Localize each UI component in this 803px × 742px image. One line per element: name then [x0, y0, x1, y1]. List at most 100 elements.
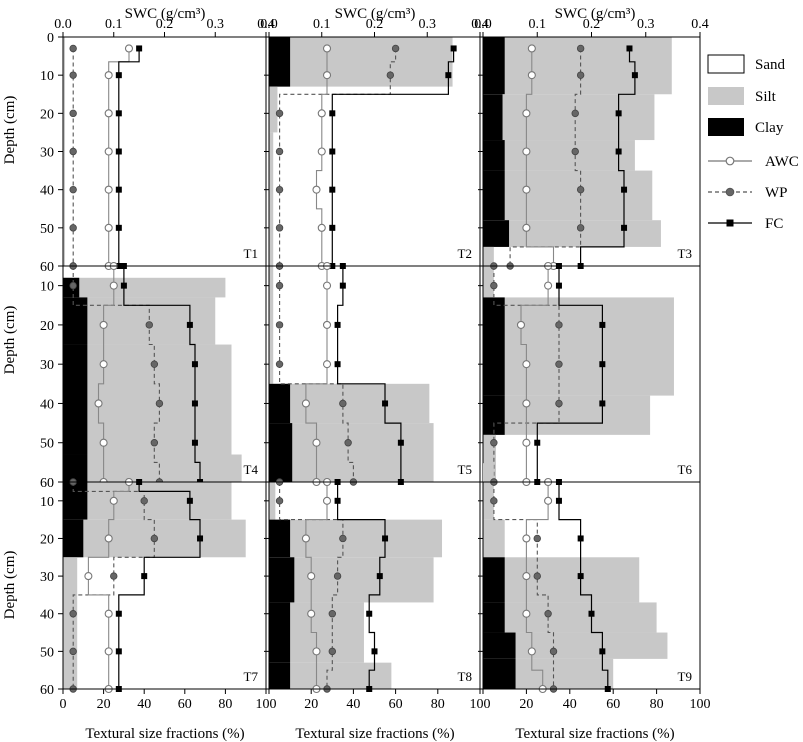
panel-t7: T7 10 20 30 40 50 60 0 20 40 60 80 100: [40, 477, 277, 712]
y-tick-label: 50: [40, 222, 54, 237]
legend-clay-label: Clay: [755, 120, 784, 136]
clay-band: [269, 557, 295, 603]
y-tick-label: 30: [40, 358, 54, 373]
legend: Sand Silt Clay AWC WP FC: [707, 54, 799, 232]
awc-point: [527, 647, 536, 656]
silt-band: [269, 86, 278, 133]
fc-point: [371, 648, 378, 655]
bottom-tick-label: 20: [97, 697, 111, 712]
top-tick-label: 0.4: [471, 17, 489, 32]
fc-point: [577, 535, 584, 542]
wp-point: [555, 399, 563, 408]
awc-point: [544, 496, 553, 505]
axes: SWC (g/cm³) SWC (g/cm³) SWC (g/cm³) Text…: [2, 6, 675, 742]
awc-point: [322, 44, 332, 53]
panel-t1: T1 0 10 20 30 40 50 60 0.0 0.1 0.2 0.3 0.4: [40, 17, 275, 275]
awc-point: [527, 71, 536, 80]
silt-band: [483, 140, 635, 171]
fc-point: [186, 497, 193, 504]
awc-point: [84, 572, 93, 581]
bottom-tick-label: 20: [304, 697, 318, 712]
fc-point: [115, 610, 122, 617]
clay-band: [483, 297, 505, 396]
y-tick-label: 20: [40, 319, 54, 334]
fc-point: [329, 186, 336, 193]
panel-label: T5: [458, 462, 472, 477]
fc-point: [115, 110, 122, 117]
silt-band: [483, 220, 661, 247]
fc-point: [588, 610, 595, 617]
wp-point: [490, 497, 498, 505]
awc-point: [317, 109, 326, 118]
top-tick-label: 0.3: [419, 17, 437, 32]
legend-silt-label: Silt: [755, 89, 777, 105]
bottom-tick-label: 100: [470, 697, 491, 712]
bottom-tick-label: 60: [606, 697, 620, 712]
fc-point: [186, 321, 193, 328]
awc-point: [104, 185, 113, 194]
wp-point: [544, 610, 552, 618]
y-axis-title-2: Depth (cm): [2, 306, 18, 375]
wp-point: [333, 572, 342, 580]
awc-point: [312, 647, 321, 656]
wp-point: [571, 147, 579, 156]
awc-point: [522, 572, 531, 581]
wp-point: [150, 534, 159, 543]
fc-point: [555, 282, 562, 289]
y-tick-label: 40: [40, 184, 54, 199]
y-tick-label: 20: [40, 107, 54, 122]
awc-point: [104, 534, 113, 543]
awc-point: [104, 223, 113, 232]
wp-point: [576, 185, 585, 194]
clay-band: [483, 220, 510, 247]
bottom-tick-label: 60: [178, 697, 192, 712]
awc-point: [312, 185, 321, 194]
legend-awc-marker: [725, 156, 735, 166]
silt-band: [483, 557, 640, 603]
awc-point: [104, 71, 113, 80]
y-tick-label: 10: [40, 280, 54, 295]
silt-band: [269, 557, 434, 603]
panel-label: T4: [244, 462, 259, 477]
awc-line: [525, 482, 549, 689]
clay-band: [269, 519, 291, 558]
fc-point: [197, 535, 204, 542]
awc-point: [99, 438, 108, 447]
y-tick-label: 50: [40, 437, 54, 452]
silt-band: [269, 132, 274, 266]
bottom-tick-label: 100: [256, 697, 277, 712]
panel-label: T3: [678, 246, 692, 261]
top-tick-label: 0.3: [637, 17, 655, 32]
y-tick-label: 40: [40, 608, 54, 623]
wp-point: [150, 360, 159, 368]
awc-point: [522, 438, 531, 447]
bottom-tick-label: 40: [563, 697, 577, 712]
fc-point: [621, 186, 628, 193]
clay-band: [483, 557, 505, 603]
y-tick-label: 30: [40, 146, 54, 161]
wp-point: [555, 360, 563, 368]
awc-point: [322, 71, 332, 80]
silt-band: [269, 383, 430, 424]
awc-point: [322, 360, 332, 369]
fc-point: [621, 224, 628, 231]
top-tick-label: 0.2: [156, 17, 174, 32]
fc-point: [615, 148, 622, 155]
panel-label: T9: [678, 669, 692, 684]
fc-point: [339, 282, 346, 289]
wp-point: [69, 224, 77, 232]
top-tick-label: 0.1: [313, 17, 331, 32]
awc-line: [315, 48, 328, 266]
top-axis-title-2: SWC (g/cm³): [335, 6, 416, 22]
fc-point: [599, 361, 606, 368]
silt-band: [483, 37, 672, 95]
clay-band: [269, 662, 291, 689]
fc-point: [366, 610, 373, 617]
panel-t2: T2 0.0 0.1 0.2 0.3 0.4: [260, 17, 489, 271]
fc-line: [118, 482, 201, 689]
awc-point: [322, 320, 332, 329]
awc-point: [522, 609, 531, 618]
y-tick-label: 20: [40, 532, 54, 547]
fc-line: [558, 482, 609, 689]
